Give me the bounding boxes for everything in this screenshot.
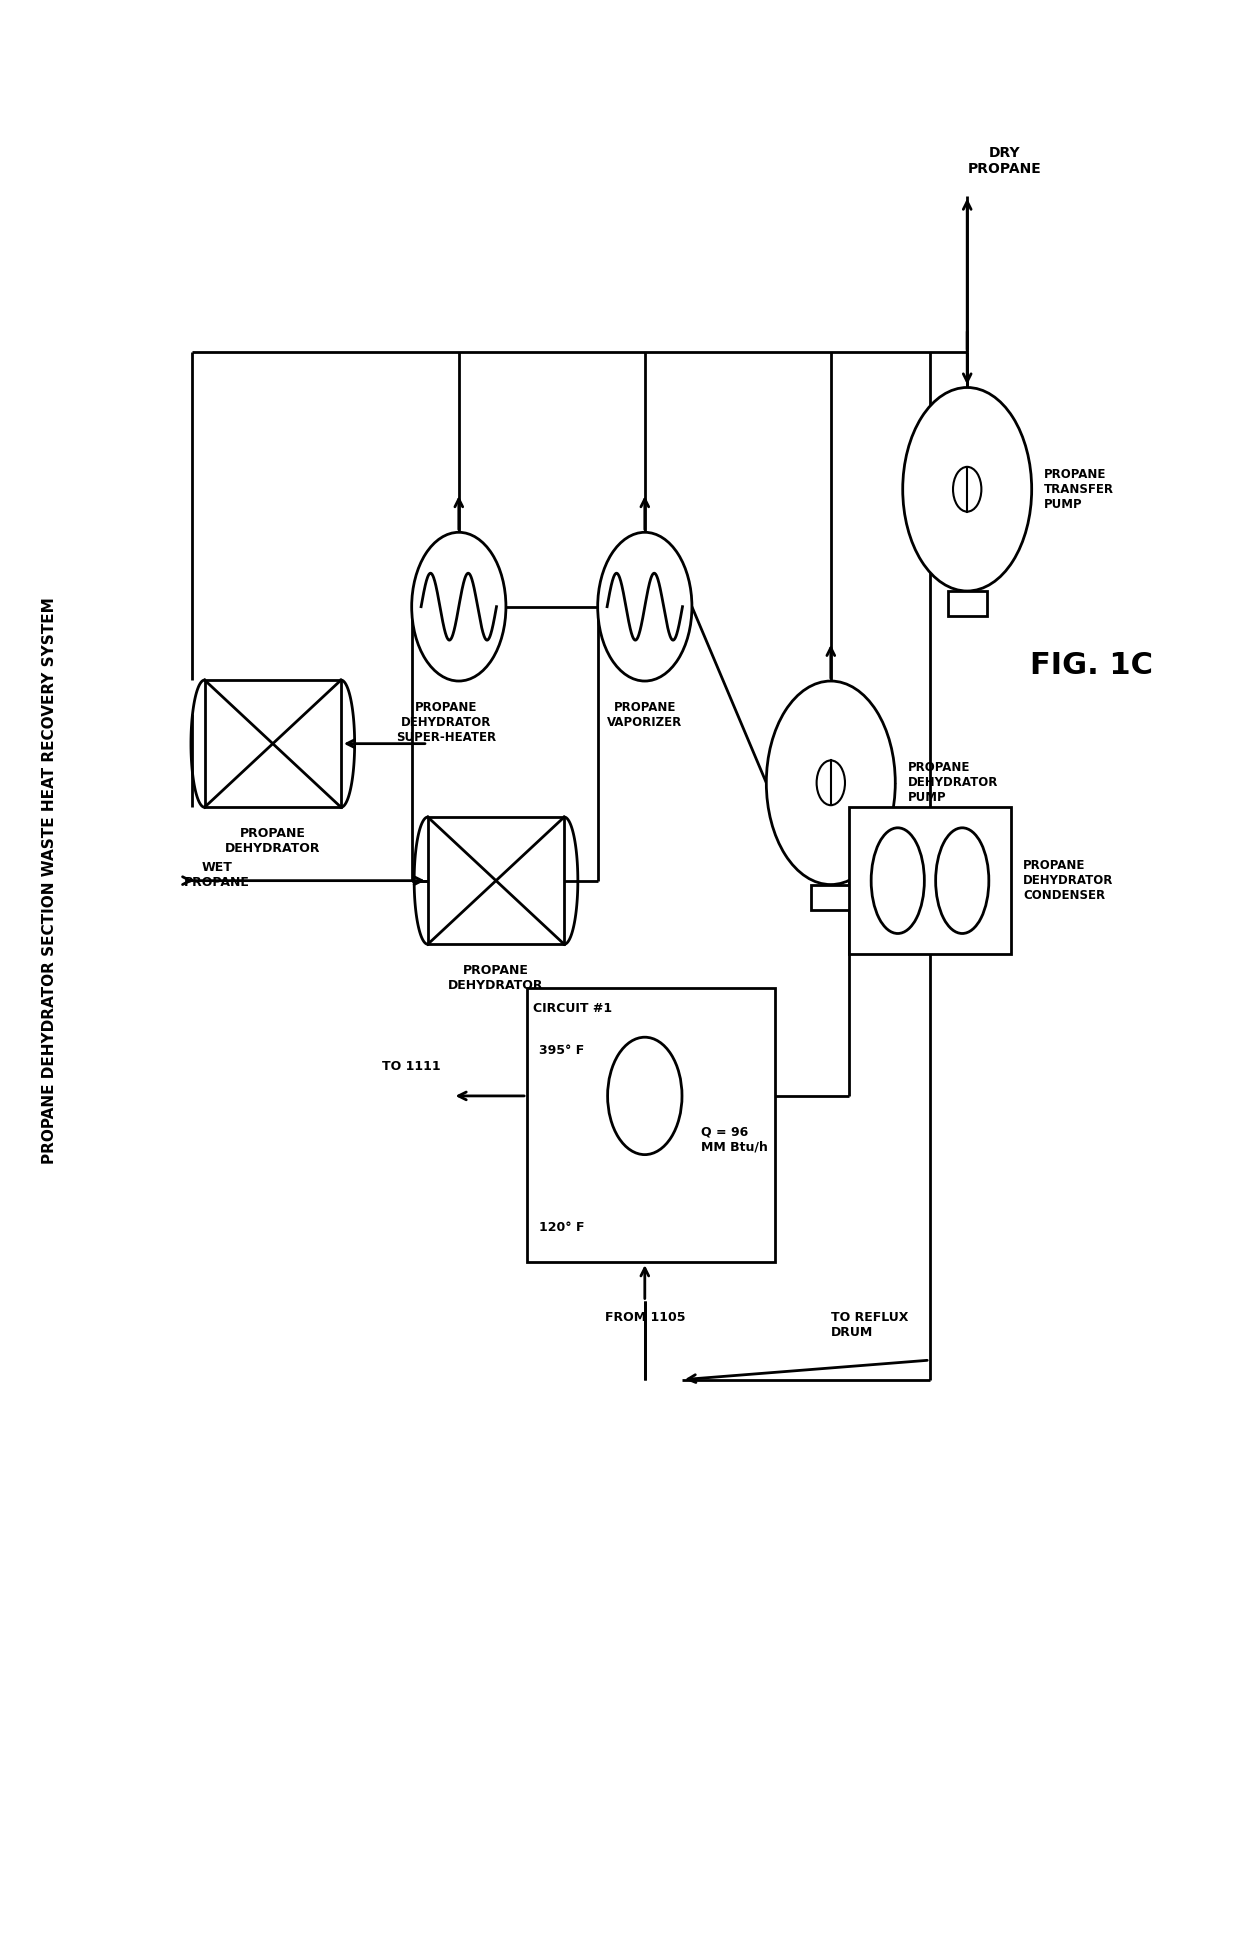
Bar (205, 679, 341, 806)
Text: DRY
PROPANE: DRY PROPANE (967, 147, 1042, 176)
Text: FROM 1105: FROM 1105 (605, 1311, 684, 1325)
Text: FIG. 1C: FIG. 1C (1029, 652, 1153, 679)
Circle shape (766, 681, 895, 885)
Circle shape (412, 532, 506, 681)
Text: PROPANE
DEHYDRATOR
CONDENSER: PROPANE DEHYDRATOR CONDENSER (1023, 859, 1114, 902)
Text: PROPANE
VAPORIZER: PROPANE VAPORIZER (608, 701, 682, 728)
Circle shape (608, 1037, 682, 1155)
Text: CIRCUIT #1: CIRCUIT #1 (533, 1002, 613, 1016)
Text: WET
PROPANE: WET PROPANE (184, 861, 250, 888)
Text: PROPANE DEHYDRATOR SECTION WASTE HEAT RECOVERY SYSTEM: PROPANE DEHYDRATOR SECTION WASTE HEAT RE… (42, 597, 57, 1164)
Text: PROPANE
DEHYDRATOR
SUPER-HEATER: PROPANE DEHYDRATOR SUPER-HEATER (397, 701, 496, 744)
Text: PROPANE
TRANSFER
PUMP: PROPANE TRANSFER PUMP (1044, 468, 1114, 511)
Text: 11B: 11B (631, 1090, 658, 1102)
Text: 120° F: 120° F (539, 1221, 585, 1233)
Text: TO REFLUX
DRUM: TO REFLUX DRUM (831, 1311, 908, 1339)
Bar (428, 818, 564, 943)
Text: 395° F: 395° F (539, 1045, 584, 1057)
Circle shape (903, 387, 1032, 591)
Circle shape (598, 532, 692, 681)
Bar (947, 591, 987, 616)
Bar (849, 806, 1011, 953)
Text: Q = 96
MM Btu/h: Q = 96 MM Btu/h (701, 1125, 768, 1153)
Text: PROPANE
DEHYDRATOR: PROPANE DEHYDRATOR (224, 828, 321, 855)
Bar (527, 988, 775, 1262)
Text: PROPANE
DEHYDRATOR: PROPANE DEHYDRATOR (448, 963, 544, 992)
Bar (811, 885, 851, 910)
Text: TO 1111: TO 1111 (382, 1061, 440, 1072)
Text: PROPANE
DEHYDRATOR
PUMP: PROPANE DEHYDRATOR PUMP (908, 761, 998, 804)
